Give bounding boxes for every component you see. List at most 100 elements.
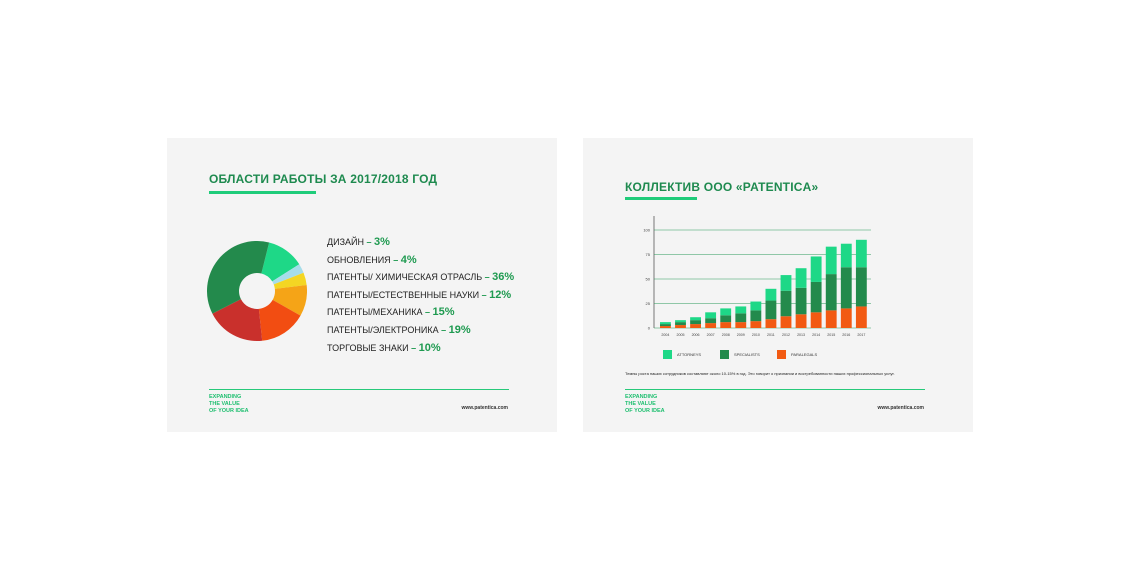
slide-title: КОЛЛЕКТИВ ООО «PATENTICA» <box>625 180 819 194</box>
bar-specialists-2010 <box>750 310 762 322</box>
x-tick-label: 2004 <box>661 333 669 337</box>
y-tick-label: 100 <box>643 228 650 233</box>
pie-slice-торговые-знаки <box>272 285 307 316</box>
pie-slice-дизайн <box>272 264 304 285</box>
y-tick-label: 25 <box>646 301 651 306</box>
bar-specialists-2008 <box>720 315 732 323</box>
bar-paralegals-2009 <box>735 322 747 328</box>
brand-tagline: EXPANDING THE VALUE OF YOUR IDEA <box>209 394 249 414</box>
bar-paralegals-2016 <box>840 308 852 328</box>
bar-attorneys-2014 <box>810 256 822 282</box>
legend-label: ПАТЕНТЫ/МЕХАНИКА <box>327 307 423 318</box>
bar-paralegals-2005 <box>675 325 686 328</box>
stacked-bar-chart: 0 25 50 75 100 2004 2005 2006 2007 2008 2009 2010 20… <box>643 216 871 359</box>
legend-percent: 19% <box>448 323 471 336</box>
title-underline <box>625 197 697 200</box>
bar-specialists-2015 <box>825 274 837 311</box>
x-tick-label: 2005 <box>676 333 684 337</box>
y-tick-label: 75 <box>646 252 651 257</box>
x-tick-label: 2010 <box>752 333 760 337</box>
website-link[interactable]: www.patentica.com <box>877 405 925 411</box>
website-link[interactable]: www.patentica.com <box>461 405 509 411</box>
legend-label-paralegals: PARALEGALS <box>791 352 817 357</box>
slide-team: КОЛЛЕКТИВ ООО «PATENTICA» 0 25 50 75 100 2004… <box>583 138 973 432</box>
legend-label: ОБНОВЛЕНИЯ <box>327 254 391 265</box>
bar-attorneys-2015 <box>825 246 837 275</box>
legend-item: ПАТЕНТЫ/ЕСТЕСТВЕННЫЕ НАУКИ – 12% <box>327 288 512 301</box>
bar-paralegals-2008 <box>720 322 732 328</box>
bar-attorneys-2006 <box>690 317 701 321</box>
legend-item: ПАТЕНТЫ/ ХИМИЧЕСКАЯ ОТРАСЛЬ – 36% <box>327 271 515 284</box>
bar-attorneys-2017 <box>855 239 867 268</box>
legend-label: ТОРГОВЫЕ ЗНАКИ <box>327 342 409 353</box>
y-tick-label: 0 <box>648 326 651 331</box>
donut-chart <box>207 241 307 341</box>
bar-paralegals-2017 <box>855 306 867 328</box>
x-tick-label: 2014 <box>812 333 820 337</box>
x-tick-label: 2008 <box>722 333 730 337</box>
bar-specialists-2007 <box>705 318 717 324</box>
bar-specialists-2012 <box>780 290 792 317</box>
pie-slice-обновления <box>273 272 307 289</box>
legend-label: ДИЗАЙН <box>327 237 364 247</box>
legend-percent: 4% <box>400 253 417 266</box>
legend-swatch-specialists <box>720 350 729 359</box>
legend-percent: 10% <box>418 341 441 354</box>
bar-paralegals-2010 <box>750 321 762 328</box>
bar-attorneys-2016 <box>840 243 852 268</box>
pie-slice-патенты-механика <box>258 299 301 341</box>
bar-attorneys-2005 <box>675 320 686 323</box>
x-tick-label: 2009 <box>737 333 745 337</box>
legend-item: ПАТЕНТЫ/МЕХАНИКА – 15% <box>327 306 455 319</box>
x-tick-label: 2007 <box>707 333 715 337</box>
bar-paralegals-2013 <box>795 314 807 328</box>
legend-item: ОБНОВЛЕНИЯ – 4% <box>327 253 417 266</box>
x-tick-label: 2017 <box>857 333 865 337</box>
pie-slice-патенты-электроника <box>212 299 263 341</box>
bar-attorneys-2008 <box>720 308 732 316</box>
x-tick-label: 2011 <box>767 333 775 337</box>
footer-divider <box>209 389 509 390</box>
bar-paralegals-2015 <box>825 310 837 328</box>
legend-label: ПАТЕНТЫ/ЕСТЕСТВЕННЫЕ НАУКИ <box>327 289 480 300</box>
legend-item: ПАТЕНТЫ/ЭЛЕКТРОНИКА – 19% <box>327 323 471 336</box>
bar-attorneys-2004 <box>660 322 671 325</box>
bar-attorneys-2007 <box>705 312 717 319</box>
bar-paralegals-2011 <box>765 319 777 328</box>
x-tick-label: 2006 <box>692 333 700 337</box>
bar-specialists-2016 <box>840 267 852 309</box>
brand-tagline: EXPANDING THE VALUE OF YOUR IDEA <box>625 394 665 414</box>
pie-slice-патенты-химическая-отрасль <box>207 241 270 314</box>
slide-work-areas: ОБЛАСТИ РАБОТЫ ЗА 2017/2018 ГОД ДИЗАЙН –… <box>167 138 557 432</box>
legend-label: ПАТЕНТЫ/ЭЛЕКТРОНИКА <box>327 324 439 335</box>
bar-specialists-2005 <box>675 322 686 326</box>
bar-specialists-2004 <box>660 324 671 327</box>
bar-specialists-2013 <box>795 287 807 315</box>
bar-attorneys-2013 <box>795 268 807 288</box>
bar-paralegals-2012 <box>780 316 792 328</box>
legend-percent: 36% <box>492 271 515 284</box>
legend-item: ТОРГОВЫЕ ЗНАКИ – 10% <box>327 341 441 354</box>
legend-item: ДИЗАЙН – 3% <box>327 236 390 248</box>
bar-specialists-2009 <box>735 313 747 323</box>
x-tick-label: 2013 <box>797 333 805 337</box>
legend-swatch-attorneys <box>663 350 672 359</box>
bar-specialists-2011 <box>765 300 777 320</box>
chart-note: Темпы роста наших сотрудников составляют… <box>625 371 895 376</box>
x-tick-label: 2012 <box>782 333 790 337</box>
y-tick-label: 50 <box>646 277 651 282</box>
legend-percent: 3% <box>374 236 390 248</box>
legend-swatch-paralegals <box>777 350 786 359</box>
bar-paralegals-2006 <box>690 324 701 328</box>
bar-attorneys-2011 <box>765 288 777 301</box>
bar-paralegals-2004 <box>660 326 671 328</box>
bar-specialists-2006 <box>690 320 701 325</box>
legend-label: ПАТЕНТЫ/ ХИМИЧЕСКАЯ ОТРАСЛЬ <box>327 272 483 283</box>
legend-percent: 15% <box>432 306 455 319</box>
bar-paralegals-2007 <box>705 323 717 328</box>
footer-divider <box>625 389 925 390</box>
x-tick-label: 2015 <box>827 333 835 337</box>
x-tick-label: 2016 <box>842 333 850 337</box>
bar-paralegals-2014 <box>810 312 822 328</box>
bar-attorneys-2009 <box>735 306 747 314</box>
